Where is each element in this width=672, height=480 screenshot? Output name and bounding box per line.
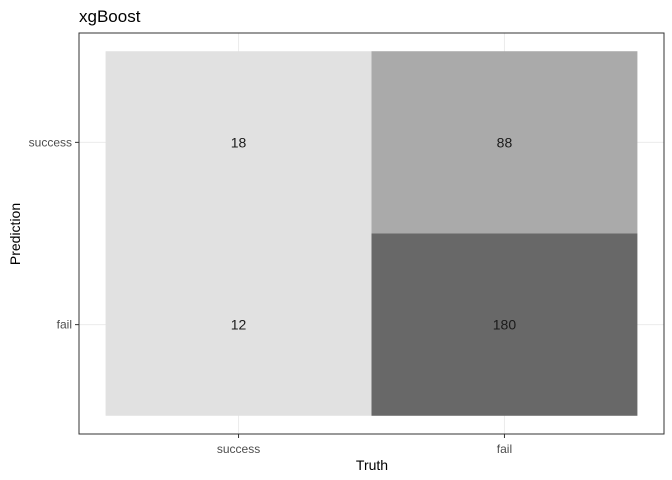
x-tick-label-fail: fail xyxy=(497,442,512,456)
cell-value-success-success: 18 xyxy=(231,134,247,150)
cell-fail-fail xyxy=(371,233,638,416)
x-axis-ticks: success fail xyxy=(217,434,512,456)
cell-value-fail-success: 12 xyxy=(231,317,247,333)
y-axis-title: Prediction xyxy=(7,203,23,265)
cell-value-fail-fail: 180 xyxy=(493,317,517,333)
cell-fail-success xyxy=(105,233,372,416)
y-axis-ticks: success fail xyxy=(29,135,79,332)
x-tick-label-success: success xyxy=(217,442,260,456)
y-tick-label-fail: fail xyxy=(57,318,72,332)
cell-success-success xyxy=(105,51,372,234)
x-axis-title: Truth xyxy=(356,457,388,473)
cell-success-fail xyxy=(371,51,638,234)
cell-value-success-fail: 88 xyxy=(497,134,513,150)
plot-panel-border xyxy=(78,32,665,435)
heatmap-cells xyxy=(105,51,638,416)
cell-value-labels: 18 88 12 180 xyxy=(231,134,517,332)
chart-title: xgBoost xyxy=(79,7,141,26)
y-tick-label-success: success xyxy=(29,135,72,149)
